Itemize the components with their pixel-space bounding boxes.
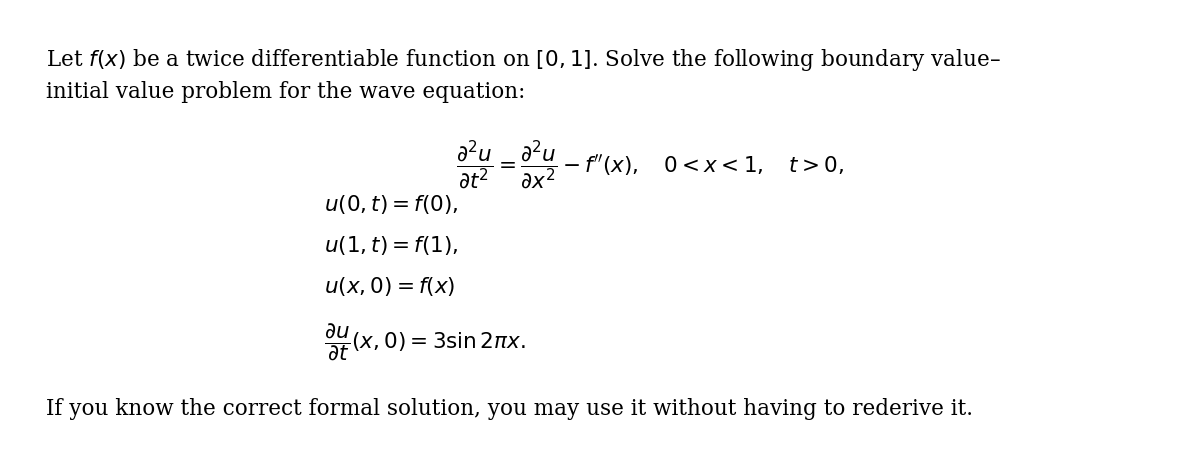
Text: $\dfrac{\partial u}{\partial t}(x, 0) = 3 \sin 2\pi x.$: $\dfrac{\partial u}{\partial t}(x, 0) = … <box>324 322 526 363</box>
Text: Let $f(x)$ be a twice differentiable function on $[0, 1]$. Solve the following b: Let $f(x)$ be a twice differentiable fun… <box>46 47 1001 73</box>
Text: $\dfrac{\partial^2 u}{\partial t^2} = \dfrac{\partial^2 u}{\partial x^2} - f''(x: $\dfrac{\partial^2 u}{\partial t^2} = \d… <box>456 140 844 192</box>
Text: initial value problem for the wave equation:: initial value problem for the wave equat… <box>46 81 524 103</box>
Text: If you know the correct formal solution, you may use it without having to rederi: If you know the correct formal solution,… <box>46 398 973 420</box>
Text: $u(0, t) = f(0),$: $u(0, t) = f(0),$ <box>324 194 458 216</box>
Text: $u(1, t) = f(1),$: $u(1, t) = f(1),$ <box>324 234 458 257</box>
Text: $u(x, 0) = f(x)$: $u(x, 0) = f(x)$ <box>324 274 456 297</box>
